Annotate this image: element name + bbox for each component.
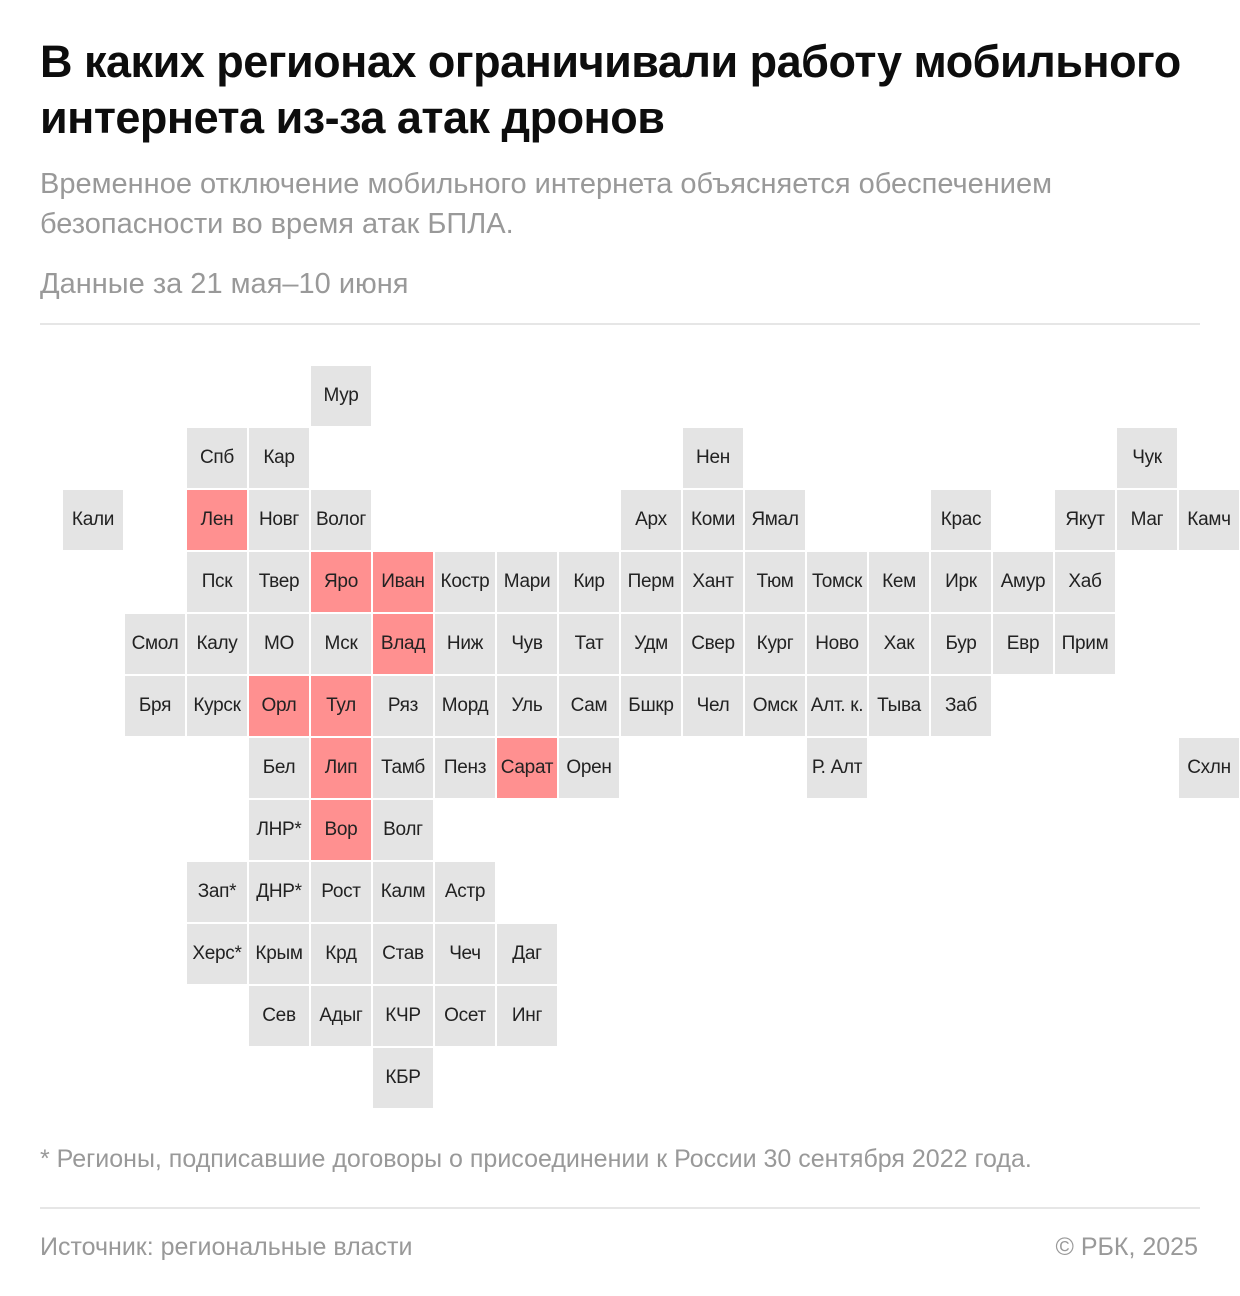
region-tile: Бел bbox=[249, 738, 309, 798]
region-tile: Кург bbox=[745, 614, 805, 674]
region-tile: Крд bbox=[311, 924, 371, 984]
region-tile: Якут bbox=[1055, 490, 1115, 550]
region-tile: Маг bbox=[1117, 490, 1177, 550]
region-tile: Кир bbox=[559, 552, 619, 612]
region-tile: Смол bbox=[125, 614, 185, 674]
region-tile: Яро bbox=[311, 552, 371, 612]
region-tile: Крым bbox=[249, 924, 309, 984]
region-tile: Костр bbox=[435, 552, 495, 612]
region-tile: Томск bbox=[807, 552, 867, 612]
region-tile: Мск bbox=[311, 614, 371, 674]
region-tile: Ямал bbox=[745, 490, 805, 550]
region-tile: Став bbox=[373, 924, 433, 984]
region-tile: Заб bbox=[931, 676, 991, 736]
region-tile: Арх bbox=[621, 490, 681, 550]
region-tile: Удм bbox=[621, 614, 681, 674]
region-tile: Мари bbox=[497, 552, 557, 612]
region-tile: Чеч bbox=[435, 924, 495, 984]
region-tile: Калм bbox=[373, 862, 433, 922]
region-tile: Схлн bbox=[1179, 738, 1239, 798]
region-tile: Омск bbox=[745, 676, 805, 736]
region-tile: Камч bbox=[1179, 490, 1239, 550]
region-tile: КБР bbox=[373, 1048, 433, 1108]
region-tile: ДНР* bbox=[249, 862, 309, 922]
region-tile: Крас bbox=[931, 490, 991, 550]
region-tile: Лен bbox=[187, 490, 247, 550]
region-tile: Тюм bbox=[745, 552, 805, 612]
subtitle: Временное отключение мобильного интернет… bbox=[40, 168, 1053, 240]
region-tile: Чув bbox=[497, 614, 557, 674]
region-tile: Амур bbox=[993, 552, 1053, 612]
region-tile: Бря bbox=[125, 676, 185, 736]
copyright: © РБК, 2025 bbox=[1055, 1233, 1198, 1261]
region-tile: Прим bbox=[1055, 614, 1115, 674]
source-note: Источник: региональные власти bbox=[40, 1233, 413, 1261]
footnote: * Регионы, подписавшие договоры о присое… bbox=[40, 1145, 1032, 1173]
region-tile: Орен bbox=[559, 738, 619, 798]
region-tile: Зап* bbox=[187, 862, 247, 922]
region-tile: Алт. к. bbox=[807, 676, 867, 736]
region-tile: Чел bbox=[683, 676, 743, 736]
region-tile: МО bbox=[249, 614, 309, 674]
region-tile: Тул bbox=[311, 676, 371, 736]
region-tile: Ново bbox=[807, 614, 867, 674]
region-tile: Мур bbox=[311, 366, 371, 426]
region-tile: Хант bbox=[683, 552, 743, 612]
region-tile: Бшкр bbox=[621, 676, 681, 736]
region-tile: Новг bbox=[249, 490, 309, 550]
region-tile: Нен bbox=[683, 428, 743, 488]
region-tile: Пск bbox=[187, 552, 247, 612]
region-tile: Иван bbox=[373, 552, 433, 612]
region-tile: Хаб bbox=[1055, 552, 1115, 612]
region-tile: Орл bbox=[249, 676, 309, 736]
region-tile: ЛНР* bbox=[249, 800, 309, 860]
region-tile: Р. Алт bbox=[807, 738, 867, 798]
region-tile: Инг bbox=[497, 986, 557, 1046]
region-tile: Ниж bbox=[435, 614, 495, 674]
region-tile: Тат bbox=[559, 614, 619, 674]
region-tile: Сам bbox=[559, 676, 619, 736]
region-tile: Спб bbox=[187, 428, 247, 488]
region-tile: Осет bbox=[435, 986, 495, 1046]
region-tile: Морд bbox=[435, 676, 495, 736]
region-tile: КЧР bbox=[373, 986, 433, 1046]
page-title: В каких регионах ограничивали работу моб… bbox=[40, 36, 1181, 143]
region-tile: Волог bbox=[311, 490, 371, 550]
region-tile: Коми bbox=[683, 490, 743, 550]
region-tile: Евр bbox=[993, 614, 1053, 674]
region-tile: Чук bbox=[1117, 428, 1177, 488]
region-tile: Астр bbox=[435, 862, 495, 922]
region-tile: Кем bbox=[869, 552, 929, 612]
region-tile: Вор bbox=[311, 800, 371, 860]
region-tile: Волг bbox=[373, 800, 433, 860]
region-tile: Калу bbox=[187, 614, 247, 674]
region-tile: Кали bbox=[63, 490, 123, 550]
region-tile: Ирк bbox=[931, 552, 991, 612]
region-tile: Лип bbox=[311, 738, 371, 798]
region-tile: Перм bbox=[621, 552, 681, 612]
region-tile: Уль bbox=[497, 676, 557, 736]
region-tile: Рост bbox=[311, 862, 371, 922]
date-range: Данные за 21 мая–10 июня bbox=[40, 268, 409, 300]
region-tile: Тамб bbox=[373, 738, 433, 798]
region-tile: Сарат bbox=[497, 738, 557, 798]
region-tile: Сев bbox=[249, 986, 309, 1046]
region-tile: Адыг bbox=[311, 986, 371, 1046]
region-tile: Курск bbox=[187, 676, 247, 736]
region-tile: Тыва bbox=[869, 676, 929, 736]
region-tile: Бур bbox=[931, 614, 991, 674]
region-tile: Влад bbox=[373, 614, 433, 674]
region-tile: Твер bbox=[249, 552, 309, 612]
region-tile: Свер bbox=[683, 614, 743, 674]
top-divider bbox=[40, 323, 1200, 325]
region-tile: Пенз bbox=[435, 738, 495, 798]
region-tile: Кар bbox=[249, 428, 309, 488]
region-tile: Ряз bbox=[373, 676, 433, 736]
bottom-divider bbox=[40, 1207, 1200, 1209]
region-tile: Хак bbox=[869, 614, 929, 674]
region-tile: Херс* bbox=[187, 924, 247, 984]
region-tile: Даг bbox=[497, 924, 557, 984]
